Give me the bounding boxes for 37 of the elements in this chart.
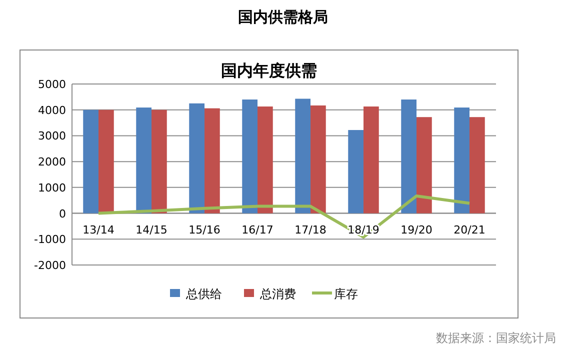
y-tick-label: 4000 [38,104,66,117]
bar [83,110,98,214]
bar [401,100,416,214]
bar [364,106,379,214]
x-tick-label: 17/18 [294,223,326,236]
x-tick-label: 13/14 [82,223,114,236]
y-tick-label: 1000 [38,181,66,194]
legend-label: 总供给 [185,287,222,301]
title: 国内年度供需 [221,61,317,80]
bar [258,106,273,214]
x-tick-label: 20/21 [454,223,486,236]
y-tick-label: 0 [59,207,66,220]
y-tick-label: 3000 [38,130,66,143]
bar [416,117,432,214]
x-tick-label: 14/15 [136,223,168,236]
bar [98,110,114,214]
x-tick-label: 16/17 [242,223,274,236]
y-tick-label: 2000 [38,156,66,169]
bar [454,108,470,214]
bar [470,117,485,214]
bar [204,108,220,214]
y-tick-label: -2000 [34,259,66,272]
bar [348,130,364,214]
bar [136,108,152,214]
bar [189,103,204,214]
bar [152,110,167,214]
y-tick-label: 5000 [38,78,66,91]
x-tick-label: 19/20 [400,223,432,236]
subtitle: 国内供需格局 [238,8,328,26]
legend-label: 总消费 [259,287,296,301]
y-tick-label: -1000 [34,233,66,246]
bar [295,98,310,214]
bar [310,105,326,214]
source-note: 数据来源：国家统计局 [436,331,556,345]
bar [242,100,258,214]
x-tick-label: 15/16 [188,223,220,236]
legend-label: 库存 [334,287,358,301]
